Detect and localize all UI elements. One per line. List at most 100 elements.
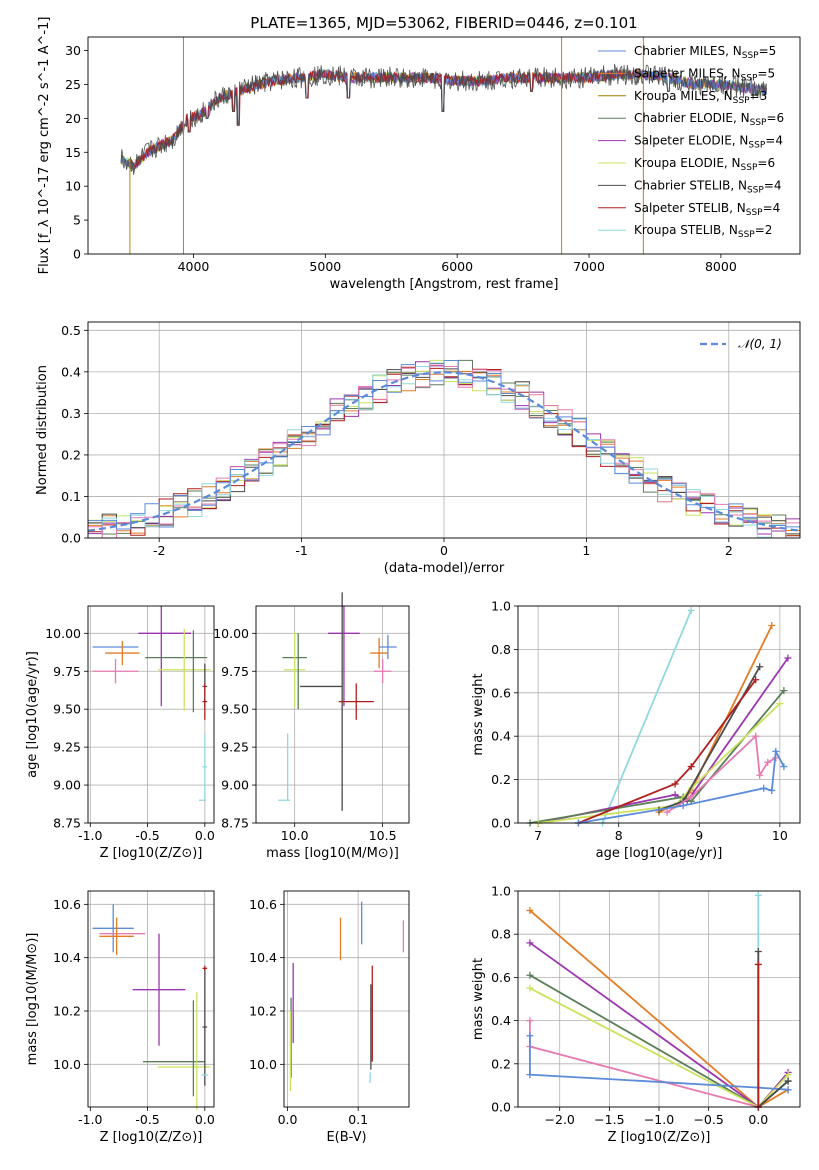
x-axis-label: Z [log10(Z/Z⊙)]	[100, 1130, 203, 1145]
x-tick-label: 9	[695, 828, 703, 843]
panel-mass_vs_ebv: 0.0 0.1 10.0 10.2 10.4 10.6 E(B-V)	[249, 890, 410, 1145]
weight-marker	[780, 687, 788, 695]
y-tick-label: 0.2	[491, 772, 511, 787]
x-tick-label: 10	[772, 828, 788, 843]
weight-marker	[756, 663, 764, 671]
weight-marker	[784, 654, 792, 662]
legend-label: 𝒩(0, 1)	[738, 337, 782, 351]
weight-marker	[526, 971, 534, 979]
y-tick-label: 9.00	[53, 778, 81, 793]
weight-marker	[756, 771, 764, 779]
y-tick-label: 10.4	[249, 950, 277, 965]
x-tick-label: 0.0	[278, 1112, 298, 1127]
y-tick-label: 8.75	[53, 816, 81, 831]
x-tick-label: 7	[534, 828, 542, 843]
x-axis-label: (data-model)/error	[384, 561, 505, 576]
weight-marker	[687, 763, 695, 771]
y-tick-label: 0.6	[491, 685, 511, 700]
legend-label: Chabrier MILES, NSSP=5	[634, 44, 776, 61]
x-axis-label: Z [log10(Z/Z⊙)]	[100, 846, 203, 861]
y-tick-label: 1.0	[491, 884, 511, 899]
plot-frame	[87, 605, 215, 824]
gaussian-curve	[87, 371, 801, 532]
y-tick-label: 0.8	[491, 642, 511, 657]
y-tick-label: 15	[65, 145, 81, 160]
x-tick-label: 2	[725, 543, 733, 558]
x-tick-label: -1.0	[78, 828, 102, 843]
weight-marker	[671, 791, 679, 799]
spectrum-line-chabrier_stelib	[120, 63, 767, 175]
panel-spectrum: 4000 5000 6000 7000 8000 0 5 10 15 20 25 30 waveleng…	[37, 17, 801, 292]
weight-marker	[671, 780, 679, 788]
weight-marker	[687, 793, 695, 801]
weight-marker	[526, 1032, 534, 1040]
x-tick-label: 7000	[573, 259, 605, 274]
y-tick-label: 25	[65, 77, 81, 92]
weight-marker	[679, 802, 687, 810]
weight-marker	[687, 606, 695, 614]
x-tick-label: 0.0	[748, 1112, 768, 1127]
weight-marker	[764, 758, 772, 766]
x-tick-label: −1.0	[644, 1112, 674, 1127]
legend-label: Kroupa STELIB, NSSP=2	[634, 223, 772, 240]
plot-frame	[87, 321, 801, 539]
panel-age_vs_mass: 10.0 10.5 8.75 9.00 9.25 9.50 9.75 10.00 mass [l…	[213, 592, 410, 861]
weight-marker	[754, 891, 762, 899]
x-axis-label: wavelength [Angstrom, rest frame]	[330, 277, 559, 292]
y-tick-label: 9.00	[221, 778, 249, 793]
y-axis-label: mass [log10(M/M⊙)]	[25, 933, 40, 1066]
legend-label: Chabrier STELIB, NSSP=4	[634, 178, 782, 195]
y-axis-label: Normed distribution	[35, 365, 50, 495]
y-tick-label: 9.50	[221, 702, 249, 717]
y-axis-label: mass weight	[471, 673, 486, 755]
y-tick-label: 10	[65, 179, 81, 194]
panel-age_vs_Z: -1.0 -0.5 0.0 8.75 9.00 9.25 9.50 9.75 10.00 Z [l…	[25, 605, 215, 861]
y-tick-label: 9.25	[53, 740, 81, 755]
panel-residuals: -2 -1 0 1 2 0.0 0.1 0.2 0.3 0.4 0.5 (data-model)/er…	[35, 321, 801, 576]
y-tick-label: 0.4	[491, 1013, 511, 1028]
y-tick-label: 10.00	[45, 626, 81, 641]
x-tick-label: 6000	[441, 259, 473, 274]
plot-frame	[87, 890, 215, 1108]
weight-line-kroupa_stelib	[601, 609, 693, 824]
y-tick-label: 9.75	[221, 664, 249, 679]
y-tick-label: 0.0	[491, 1100, 511, 1115]
weight-marker	[526, 984, 534, 992]
x-tick-label: 10.5	[369, 828, 397, 843]
weight-marker	[754, 960, 762, 968]
y-tick-label: 9.50	[53, 702, 81, 717]
weight-marker	[663, 808, 671, 816]
x-axis-label: age [log10(age/yr)]	[596, 846, 723, 861]
y-tick-label: 0.8	[491, 927, 511, 942]
x-tick-label: 0.0	[195, 828, 215, 843]
y-tick-label: 0.2	[491, 1056, 511, 1071]
weight-marker	[526, 1071, 534, 1079]
y-tick-label: 10.6	[249, 897, 277, 912]
y-axis-label: Flux [f_λ 10^-17 erg cm^-2 s^-1 A^-1]	[37, 17, 52, 275]
weight-marker	[768, 622, 776, 630]
weight-line-pink	[666, 734, 777, 813]
weight-line-chabrier_miles	[529, 1035, 789, 1091]
y-tick-label: 10.4	[53, 950, 81, 965]
weight-marker	[754, 947, 762, 955]
weight-line-kroupa_elodie	[537, 702, 781, 824]
plot-frame	[283, 890, 410, 1108]
x-tick-label: 1	[582, 543, 590, 558]
x-tick-label: 8000	[705, 259, 737, 274]
y-axis-label: age [log10(age/yr)]	[25, 651, 40, 778]
y-tick-label: 9.75	[53, 664, 81, 679]
x-tick-label: −0.5	[693, 1112, 723, 1127]
y-tick-label: 10.2	[53, 1004, 81, 1019]
figure-title: PLATE=1365, MJD=53062, FIBERID=0446, z=0…	[250, 14, 637, 32]
x-axis-label: Z [log10(Z/Z⊙)]	[608, 1130, 711, 1145]
plot-frame	[87, 36, 801, 255]
x-tick-label: -2	[153, 543, 165, 558]
y-tick-label: 0	[73, 247, 81, 262]
panels: 4000 5000 6000 7000 8000051015202530waveleng…	[25, 17, 801, 1145]
weight-marker	[784, 1077, 792, 1085]
y-tick-label: 0.0	[61, 531, 81, 546]
x-tick-label: −1.5	[594, 1112, 624, 1127]
x-tick-label: -0.5	[135, 828, 159, 843]
